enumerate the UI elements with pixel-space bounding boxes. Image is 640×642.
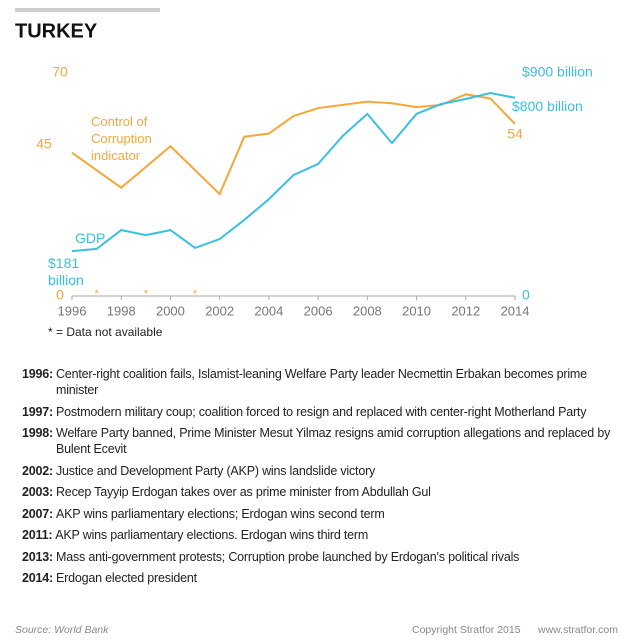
event: 1997: Postmodern military coup; coalition…: [22, 404, 622, 420]
missing-marker: *: [144, 288, 149, 300]
event-text: AKP wins parliamentary elections; Erdoga…: [55, 506, 385, 521]
missing-marker: *: [193, 288, 198, 300]
data-label: 54: [507, 126, 523, 142]
event: 2011: AKP wins parliamentary elections. E…: [22, 527, 622, 543]
line: [71, 93, 516, 196]
event-year: 2014:: [22, 571, 53, 585]
event-year: 2002:: [22, 463, 53, 478]
event-year: 1998:: [22, 426, 53, 440]
event: 2013: Mass anti-government protests; Corr…: [22, 549, 622, 565]
chart: TURKEY 1996 1998 2000 2002 2004 2006 2008 2010 2…: [15, 8, 593, 339]
event-text: AKP wins parliamentary elections. Erdoga…: [55, 528, 369, 542]
missing-marker: *: [94, 288, 99, 300]
y2-tick-label: $900 billion: [522, 64, 593, 80]
event-year: 2011:: [22, 528, 53, 542]
source: Source: World Bank: [15, 624, 109, 636]
event-text: Justice and Development Party (AKP) wins…: [55, 463, 376, 478]
event: 1996: Center-right coalition fails, Islam…: [22, 366, 622, 398]
data-label: 45: [36, 136, 52, 152]
x-tick-label: 2008: [353, 303, 382, 318]
event-text: Mass anti-government protests; Corruptio…: [55, 549, 520, 564]
event-year: 2013:: [22, 549, 53, 564]
event-year: 1997:: [22, 404, 53, 419]
event-text: Recep Tayyip Erdogan takes over as prime…: [55, 485, 431, 499]
event-year: 2003:: [22, 485, 53, 499]
title: TURKEY: [15, 20, 98, 42]
event: 1998: Welfare Party banned, Prime Ministe…: [22, 425, 622, 457]
line: [71, 92, 516, 253]
x-tick-label: 1996: [58, 303, 87, 318]
y-tick-label: 70: [52, 64, 68, 80]
x-tick-label: 2014: [501, 303, 530, 318]
event-year: 1996:: [22, 367, 53, 381]
event-text: Center-right coalition fails, Islamist-l…: [55, 367, 587, 397]
event: 2003: Recep Tayyip Erdogan takes over as …: [22, 484, 622, 500]
x-tick-label: 2010: [402, 303, 431, 318]
x-tick-label: 2004: [254, 303, 283, 318]
data-label: $800 billion: [512, 98, 583, 114]
x-tick-label: 2002: [205, 303, 234, 318]
x-tick-label: 2006: [304, 303, 333, 318]
y-tick-label: 0: [56, 287, 64, 303]
data-label: $181 billion: [48, 255, 84, 288]
copyright: Copyright Stratfor 2015: [412, 624, 521, 636]
website: www.stratfor.com: [538, 624, 618, 636]
event: 2007: AKP wins parliamentary elections; E…: [22, 506, 622, 522]
y2-tick-label: 0: [522, 287, 530, 303]
event-list: 1996: Center-right coalition fails, Islam…: [22, 366, 622, 592]
event-year: 2007:: [22, 506, 53, 521]
x-tick-label: 2012: [451, 303, 480, 318]
series-label: Control of Corruption indicator: [91, 114, 152, 163]
x-tick-label: 2000: [156, 303, 185, 318]
event-text: Welfare Party banned, Prime Minister Mes…: [55, 426, 611, 456]
series-label: GDP: [75, 230, 106, 246]
event: 2014: Erdogan elected president: [22, 570, 622, 586]
x-tick-label: 1998: [107, 303, 136, 318]
header-bar: [15, 8, 160, 12]
footnote: * = Data not available: [48, 325, 163, 339]
event-text: Erdogan elected president: [55, 571, 197, 585]
event-text: Postmodern military coup; coalition forc…: [55, 404, 587, 419]
event: 2002: Justice and Development Party (AKP)…: [22, 463, 622, 479]
